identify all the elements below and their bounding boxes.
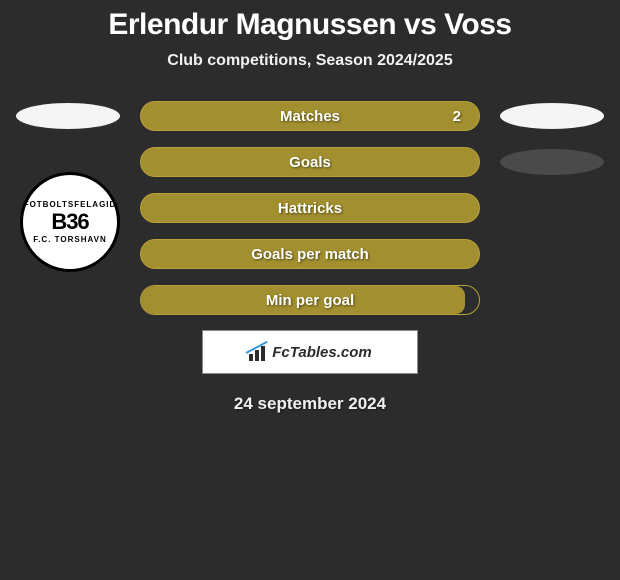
stat-row-goals: Goals — [0, 146, 620, 178]
page-subtitle: Club competitions, Season 2024/2025 — [0, 52, 620, 70]
stat-bar-goals: Goals — [140, 147, 480, 177]
club-logo-badge: FOTBOLTSFELAGID B36 F.C. TORSHAVN — [20, 172, 120, 272]
stat-value: 2 — [453, 108, 461, 125]
stat-label: Goals per match — [251, 246, 369, 263]
right-placeholder — [500, 241, 604, 267]
club-logo-top-arc: FOTBOLTSFELAGID — [24, 200, 117, 209]
stat-row-matches: Matches 2 — [0, 100, 620, 132]
stat-label: Hattricks — [278, 200, 342, 217]
stat-label: Matches — [280, 108, 340, 125]
right-placeholder — [500, 287, 604, 313]
right-placeholder — [500, 195, 604, 221]
club-logo-center: B36 — [51, 209, 88, 235]
stat-label: Goals — [289, 154, 331, 171]
right-oval — [500, 103, 604, 129]
stat-bar-min-per-goal: Min per goal — [140, 285, 480, 315]
stat-bar-goals-per-match: Goals per match — [140, 239, 480, 269]
club-logo-bottom-arc: F.C. TORSHAVN — [33, 235, 107, 244]
stat-label: Min per goal — [266, 292, 354, 309]
fctables-chart-icon — [248, 343, 268, 361]
left-oval — [16, 103, 120, 129]
page-title: Erlendur Magnussen vs Voss — [0, 8, 620, 42]
left-placeholder — [16, 287, 120, 313]
right-oval — [500, 149, 604, 175]
stat-bar-matches: Matches 2 — [140, 101, 480, 131]
stat-row-min-per-goal: Min per goal — [0, 284, 620, 316]
fctables-brand-box[interactable]: FcTables.com — [202, 330, 418, 374]
stat-bar-hattricks: Hattricks — [140, 193, 480, 223]
footer-date: 24 september 2024 — [0, 394, 620, 414]
fctables-brand-text: FcTables.com — [272, 344, 371, 361]
